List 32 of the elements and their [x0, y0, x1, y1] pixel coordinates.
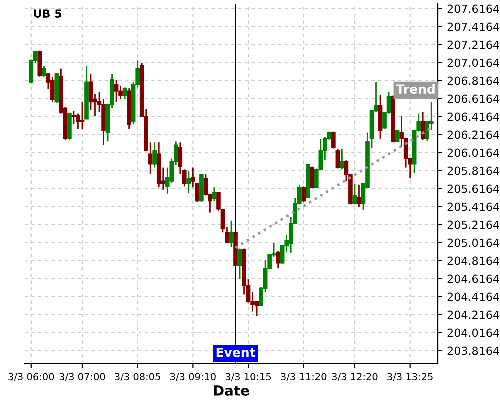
y-tick-label: 204.4164 [448, 292, 500, 302]
x-tick-label: 3/3 07:00 [60, 373, 106, 382]
y-tick-label: 207.2164 [448, 40, 500, 50]
x-axis-title: Date [214, 386, 250, 396]
y-tick-label: 206.8164 [448, 76, 500, 86]
y-tick-label: 205.0164 [448, 238, 500, 248]
y-tick-label: 205.8164 [448, 166, 500, 176]
chart-title: UB 5 [34, 10, 62, 18]
y-tick-label: 204.0164 [448, 328, 500, 338]
y-tick-label: 206.4164 [448, 112, 500, 122]
y-tick-label: 204.2164 [448, 310, 500, 320]
y-tick-label: 207.6164 [448, 4, 500, 14]
y-tick-label: 206.6164 [448, 94, 500, 104]
x-tick-label: 3/3 13:25 [388, 373, 433, 382]
text: Trend [396, 84, 435, 94]
y-tick-label: 203.8164 [448, 346, 500, 356]
x-tick-label: 3/3 06:00 [8, 373, 54, 382]
x-tick-label: 3/3 10:15 [226, 373, 272, 382]
y-tick-label: 207.4164 [448, 22, 500, 32]
y-tick-label: 204.8164 [448, 256, 500, 266]
y-tick-label: 206.2164 [448, 130, 500, 140]
y-tick-label: 205.4164 [448, 202, 500, 212]
y-tick-label: 205.6164 [448, 184, 500, 194]
y-tick-label: 207.0164 [448, 58, 500, 68]
x-tick-label: 3/3 08:05 [115, 373, 160, 382]
annotation: Event [216, 348, 256, 358]
y-tick-label: 205.2164 [448, 220, 500, 230]
x-tick-label: 3/3 12:20 [332, 373, 378, 382]
x-tick-label: 3/3 11:20 [281, 373, 327, 382]
x-tick-label: 3/3 09:10 [170, 373, 216, 382]
y-tick-label: 206.0164 [448, 148, 500, 158]
y-tick-label: 204.6164 [448, 274, 500, 284]
